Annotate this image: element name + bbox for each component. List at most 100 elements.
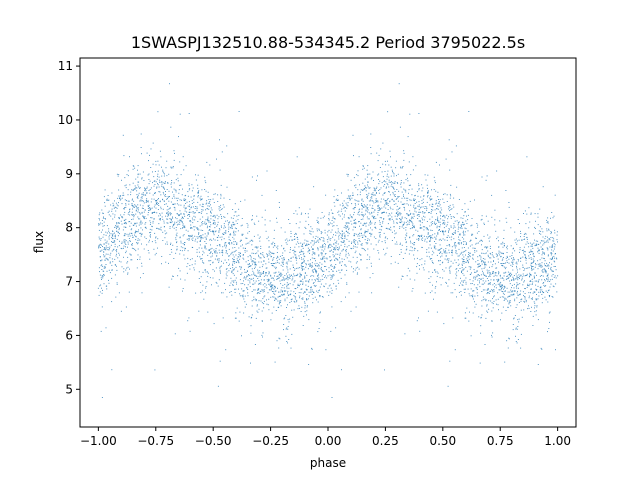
data-point — [268, 309, 270, 311]
data-point — [112, 249, 114, 251]
data-point — [207, 249, 209, 251]
data-point — [318, 254, 320, 256]
data-point — [291, 298, 293, 300]
data-point — [338, 234, 340, 236]
data-point — [261, 320, 263, 322]
data-point — [497, 281, 499, 283]
data-point — [198, 236, 200, 238]
data-point — [267, 292, 269, 294]
data-point — [182, 227, 184, 229]
data-point — [337, 195, 339, 196]
data-point — [302, 251, 304, 253]
data-point — [554, 194, 556, 196]
data-point — [338, 238, 340, 240]
data-point — [127, 256, 129, 258]
data-point — [365, 210, 367, 212]
data-point — [421, 264, 423, 266]
data-point — [545, 271, 547, 273]
data-point — [390, 175, 392, 177]
data-point — [388, 179, 390, 181]
data-point — [542, 269, 544, 271]
data-point — [151, 226, 153, 228]
data-point — [314, 279, 316, 281]
data-point — [114, 246, 116, 248]
data-point — [163, 220, 165, 222]
data-point — [302, 247, 304, 249]
data-point — [533, 275, 535, 277]
data-point — [549, 279, 551, 281]
data-point — [168, 190, 170, 192]
data-point — [374, 216, 376, 217]
data-point — [371, 215, 373, 217]
data-point — [138, 229, 139, 231]
data-point — [123, 219, 125, 221]
data-point — [299, 297, 300, 299]
data-point — [242, 244, 243, 246]
data-point — [501, 259, 503, 261]
data-point — [354, 227, 356, 228]
data-point — [513, 259, 515, 261]
data-point — [256, 304, 258, 306]
data-point — [359, 253, 360, 255]
data-point — [248, 231, 250, 232]
data-point — [360, 259, 362, 261]
data-point — [132, 198, 133, 200]
data-point — [453, 234, 454, 235]
data-point — [271, 312, 273, 314]
data-point — [372, 193, 374, 195]
data-point — [320, 268, 322, 270]
data-point — [160, 206, 162, 208]
data-point — [134, 205, 136, 207]
data-point — [338, 210, 340, 212]
data-point — [309, 232, 311, 234]
data-point — [520, 275, 522, 276]
data-point — [542, 244, 544, 246]
data-point — [429, 281, 431, 283]
data-point — [298, 292, 300, 294]
data-point — [426, 241, 428, 243]
data-point — [180, 278, 182, 280]
data-point — [116, 265, 117, 267]
data-point — [176, 246, 178, 248]
data-point — [545, 270, 547, 272]
data-point — [202, 260, 203, 262]
data-point — [410, 218, 412, 220]
data-point — [273, 288, 275, 290]
data-point — [513, 293, 515, 295]
data-point — [353, 226, 355, 228]
data-point — [458, 291, 460, 293]
data-point — [149, 224, 151, 225]
data-point — [208, 202, 210, 204]
data-point — [262, 252, 264, 254]
data-point — [442, 261, 444, 263]
data-point — [300, 311, 302, 312]
data-point — [296, 301, 298, 303]
data-point — [451, 208, 453, 210]
data-point — [212, 262, 214, 264]
data-point — [384, 192, 385, 194]
data-point — [389, 200, 391, 202]
data-point — [422, 201, 424, 203]
data-point — [502, 292, 504, 294]
data-point — [315, 272, 317, 274]
data-point — [481, 268, 483, 270]
data-point — [142, 193, 144, 195]
data-point — [247, 256, 249, 258]
data-point — [137, 248, 139, 250]
data-point — [386, 183, 388, 185]
data-point — [530, 249, 532, 251]
data-point — [391, 218, 393, 220]
data-point — [513, 294, 515, 296]
data-point — [272, 243, 273, 245]
data-point — [538, 249, 540, 251]
data-point — [153, 211, 155, 213]
data-point — [156, 178, 158, 180]
data-point — [209, 239, 211, 241]
data-point — [216, 236, 218, 238]
data-point — [117, 225, 119, 227]
data-point — [187, 257, 189, 259]
data-point — [312, 297, 314, 299]
data-point — [432, 223, 434, 225]
data-point — [440, 239, 442, 241]
data-point — [364, 239, 366, 241]
